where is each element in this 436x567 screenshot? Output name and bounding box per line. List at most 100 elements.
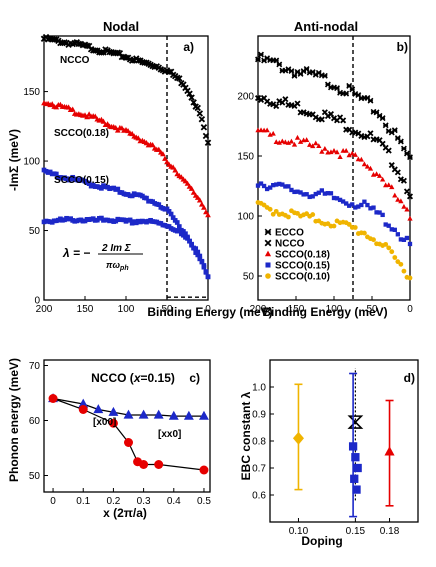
data-point-b <box>401 203 407 209</box>
data-point-c <box>154 460 164 469</box>
x-tick-label: 0.5 <box>197 496 211 507</box>
data-point-b <box>397 176 404 183</box>
xlabel-a: Binding Energy (meV) <box>147 305 272 319</box>
x-tick-label: 0.3 <box>137 496 151 507</box>
data-point-b <box>328 191 334 196</box>
data-point-b <box>371 205 376 210</box>
data-point-b <box>334 196 340 201</box>
data-point-a <box>172 167 179 173</box>
data-point-a <box>155 146 162 152</box>
data-point-b <box>398 237 404 242</box>
data-point-b <box>294 100 301 107</box>
panel-label-a: a) <box>183 40 194 54</box>
data-point-b <box>404 235 410 241</box>
data-point-a <box>100 118 107 124</box>
data-point-b <box>295 210 300 216</box>
series-line <box>52 397 204 417</box>
data-point-a <box>174 220 180 225</box>
y-tick-label: 100 <box>237 212 254 223</box>
data-point-a <box>69 106 76 112</box>
data-point-b <box>346 152 352 158</box>
y-tick-label: 60 <box>29 416 41 427</box>
data-point-a <box>184 180 191 186</box>
y-tick-label: 150 <box>23 87 40 98</box>
data-point-b <box>273 103 280 110</box>
x-tick-label: 0.10 <box>289 526 309 537</box>
data-point-a <box>135 135 142 141</box>
data-point-b <box>361 161 368 167</box>
y-tick-label: 200 <box>237 92 254 103</box>
data-point-b <box>362 230 367 236</box>
data-point-b <box>400 145 407 152</box>
data-point-b <box>325 191 331 196</box>
data-point-b <box>407 215 413 221</box>
data-point-d <box>352 485 361 494</box>
data-point-c <box>123 409 134 419</box>
data-point-a <box>53 171 59 177</box>
data-point-b <box>368 206 373 211</box>
data-point-b <box>353 205 358 210</box>
legend-marker <box>264 239 272 247</box>
y-tick-label: 150 <box>237 152 254 163</box>
x-tick-label: 0.1 <box>76 496 90 507</box>
data-point-b <box>291 141 298 147</box>
data-point-d <box>348 442 358 451</box>
data-point-b <box>379 115 386 122</box>
data-point-b <box>403 188 410 195</box>
axes-c: 0 0.1 0.2 0.3 0.4 0.5 50 60 70 <box>29 359 211 507</box>
data-point-b <box>316 143 322 149</box>
data-point-a <box>195 252 201 258</box>
data-point-b <box>331 195 337 201</box>
xlabel-c: x (2π/a) <box>103 506 147 520</box>
data-point-c <box>108 406 119 416</box>
legend-label: ECCO <box>275 228 304 239</box>
data-point-a <box>170 215 176 220</box>
ylabel-c: Phonon energy (meV) <box>7 358 21 482</box>
xlabel-d: Doping <box>301 534 342 548</box>
data-point-b <box>319 148 325 154</box>
x-tick-label: 100 <box>326 304 343 315</box>
data-point-b <box>407 241 413 247</box>
data-point-c <box>153 409 164 419</box>
data-point-b <box>261 183 267 189</box>
data-point-b <box>347 203 352 208</box>
legend-marker <box>264 250 272 257</box>
data-point-b <box>255 183 261 188</box>
axes-b: 200 150 100 50 0 50 100 150 200 <box>237 35 414 315</box>
data-point-b <box>395 196 401 202</box>
data-point-b <box>276 140 282 145</box>
data-point-b <box>388 162 395 169</box>
y-tick-label: 0.6 <box>252 491 266 502</box>
data-point-b <box>337 154 343 160</box>
data-point-a <box>201 204 207 210</box>
data-point-a <box>127 217 133 223</box>
data-point-b <box>280 182 285 187</box>
data-point-b <box>398 261 404 267</box>
data-point-b <box>258 51 265 58</box>
data-point-b <box>294 134 301 140</box>
data-point-a <box>75 40 83 48</box>
data-point-a <box>164 206 170 212</box>
x-tick-label: 0 <box>205 304 211 315</box>
y-tick-label: 50 <box>29 471 41 482</box>
data-point-b <box>359 202 364 208</box>
series-label-x00: [x00] <box>93 417 116 428</box>
data-point-b <box>406 193 414 200</box>
data-point-b <box>270 211 276 217</box>
data-point-a <box>176 228 182 234</box>
data-point-b <box>385 147 392 154</box>
plot-frame <box>269 359 419 523</box>
data-point-b <box>271 182 276 188</box>
data-point-c <box>78 398 89 408</box>
data-point-b <box>313 140 319 146</box>
title-a: Nodal <box>103 19 139 34</box>
data-point-b <box>383 241 389 247</box>
data-point-b <box>273 139 279 145</box>
title-c: NCCO (x=0.15) <box>91 371 175 385</box>
data-point-a <box>92 113 99 119</box>
legend-label: NCCO <box>275 239 305 250</box>
data-point-b <box>321 72 328 79</box>
x-tick-label: 0 <box>50 496 56 507</box>
data-point-b <box>401 237 407 242</box>
